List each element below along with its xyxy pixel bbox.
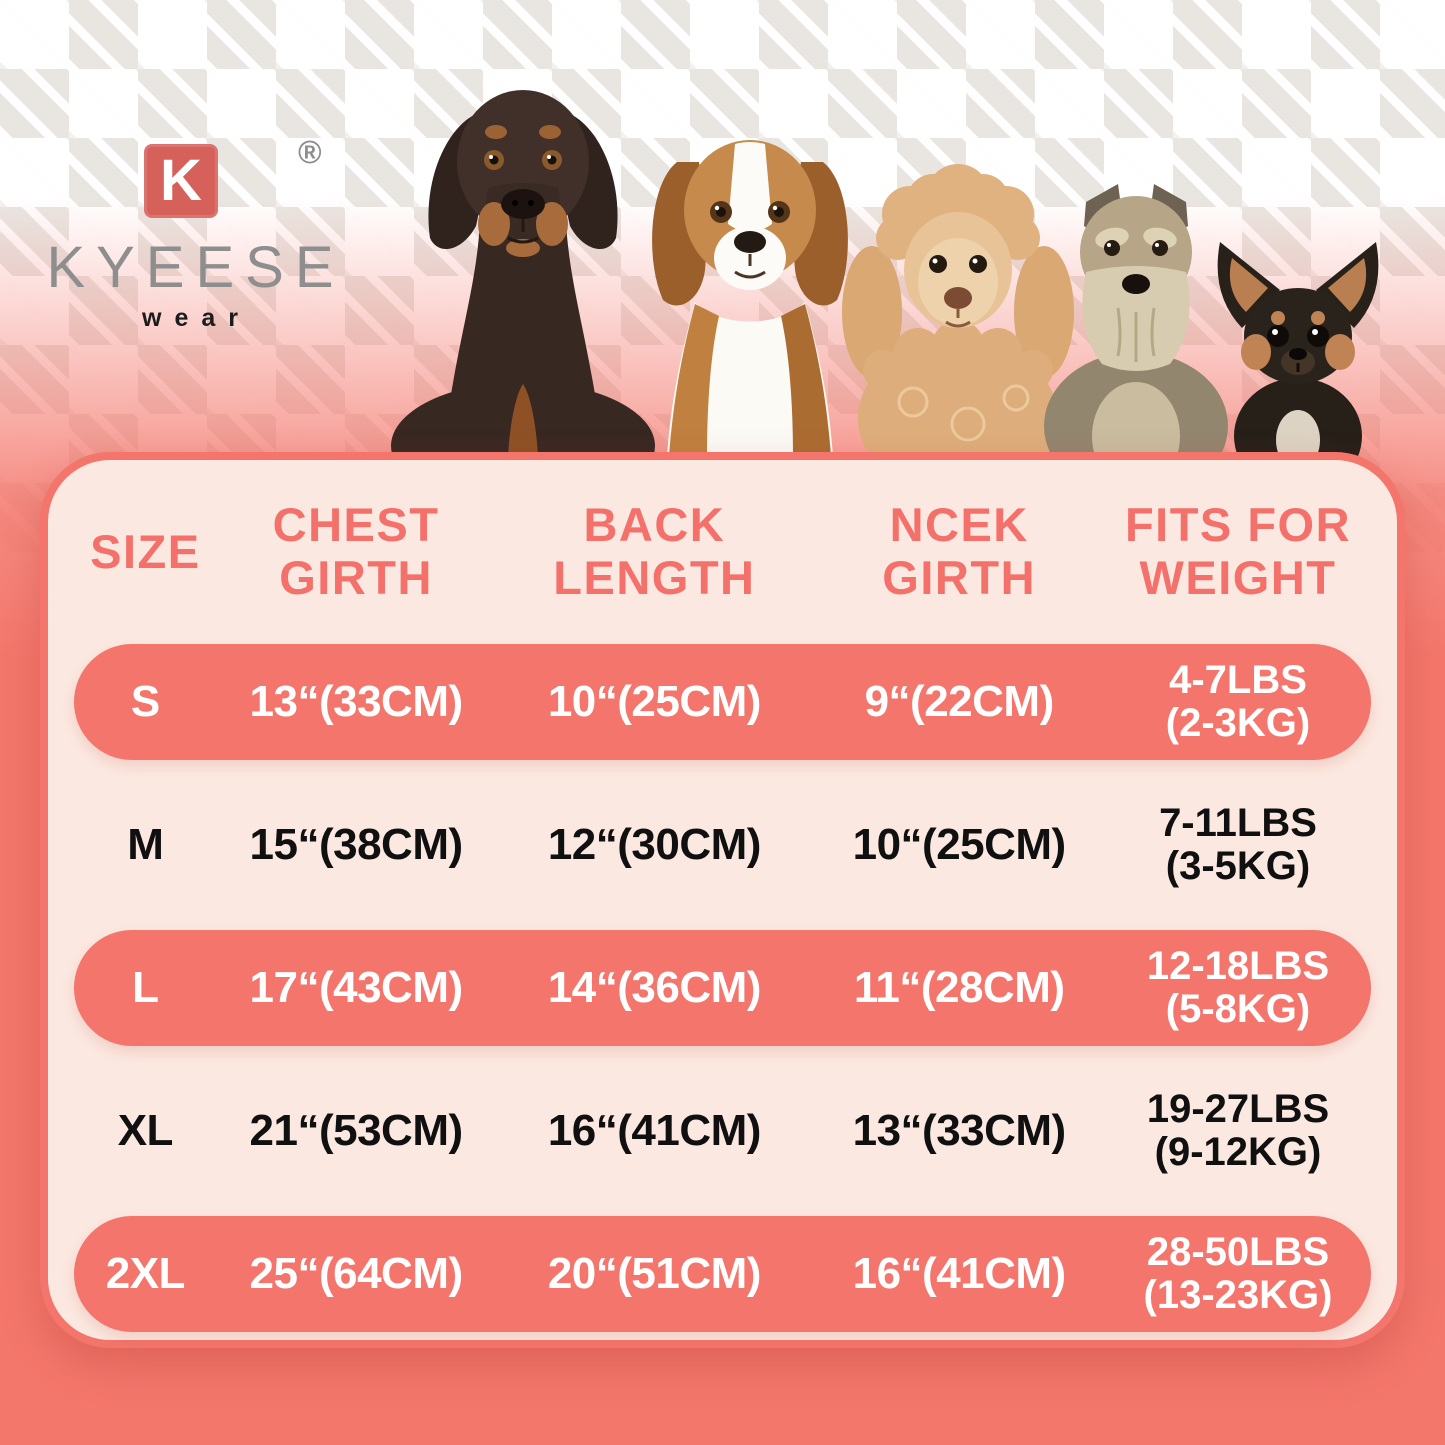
cell-neck-girth: 13“(33CM) <box>852 1105 1067 1155</box>
table-row-s: S 13“(33CM) 10“(25CM) 9“(22CM) 4-7LBS (2… <box>74 644 1371 760</box>
cell-back-length: 12“(30CM) <box>547 819 762 869</box>
dog-poodle-illustration <box>842 164 1074 456</box>
cell-chest-girth: 21“(53CM) <box>249 1105 464 1155</box>
dog-schnauzer-illustration <box>1044 184 1228 456</box>
cell-chest-girth: 17“(43CM) <box>249 962 464 1012</box>
table-row-xl: XL 21“(53CM) 16“(41CM) 13“(33CM) 19-27LB… <box>74 1073 1371 1189</box>
header-back-length: BACK LENGTH <box>553 498 756 604</box>
cell-chest-girth: 15“(38CM) <box>249 819 464 869</box>
cell-back-length: 20“(51CM) <box>547 1248 762 1298</box>
size-chart-card: SIZE CHEST GIRTH BACK LENGTH NCEK GIRTH … <box>40 452 1405 1348</box>
cell-back-length: 14“(36CM) <box>547 962 762 1012</box>
cell-weight: 28-50LBS (13-23KG) <box>1143 1229 1333 1317</box>
cell-neck-girth: 9“(22CM) <box>864 676 1055 726</box>
cell-size: 2XL <box>105 1248 186 1298</box>
cell-neck-girth: 10“(25CM) <box>852 819 1067 869</box>
dog-doberman-illustration <box>391 90 655 456</box>
cell-weight: 19-27LBS (9-12KG) <box>1146 1086 1330 1174</box>
cell-weight: 4-7LBS (2-3KG) <box>1165 657 1311 745</box>
cell-size: L <box>132 962 159 1012</box>
cell-chest-girth: 13“(33CM) <box>249 676 464 726</box>
table-row-l: L 17“(43CM) 14“(36CM) 11“(28CM) 12-18LBS… <box>74 930 1371 1046</box>
registered-trademark-symbol: ® <box>298 134 322 170</box>
cell-size: XL <box>117 1105 174 1155</box>
brand-name: KYEESE <box>46 235 345 300</box>
cell-back-length: 10“(25CM) <box>547 676 762 726</box>
cell-chest-girth: 25“(64CM) <box>249 1248 464 1298</box>
table-row-2xl: 2XL 25“(64CM) 20“(51CM) 16“(41CM) 28-50L… <box>74 1216 1371 1332</box>
brand-initial: K <box>160 148 202 213</box>
dogs-lineup <box>0 0 1445 456</box>
dog-beagle-illustration <box>652 140 848 456</box>
brand-logo-mark: K <box>144 144 218 218</box>
cell-weight: 7-11LBS (3-5KG) <box>1159 800 1317 888</box>
header-chest-girth: CHEST GIRTH <box>272 498 440 604</box>
brand-subtitle: wear <box>142 304 251 332</box>
header-size: SIZE <box>90 524 201 578</box>
cell-back-length: 16“(41CM) <box>547 1105 762 1155</box>
cell-size: M <box>127 819 164 869</box>
cell-neck-girth: 16“(41CM) <box>852 1248 1067 1298</box>
cell-size: S <box>130 676 160 726</box>
cell-neck-girth: 11“(28CM) <box>853 962 1065 1012</box>
table-header-row: SIZE CHEST GIRTH BACK LENGTH NCEK GIRTH … <box>74 460 1371 644</box>
dog-chihuahua-illustration <box>1217 242 1379 456</box>
cell-weight: 12-18LBS (5-8KG) <box>1146 943 1330 1031</box>
header-fits-for-weight: FITS FOR WEIGHT <box>1124 498 1352 604</box>
table-row-m: M 15“(38CM) 12“(30CM) 10“(25CM) 7-11LBS … <box>74 787 1371 903</box>
header-neck-girth: NCEK GIRTH <box>882 498 1037 604</box>
